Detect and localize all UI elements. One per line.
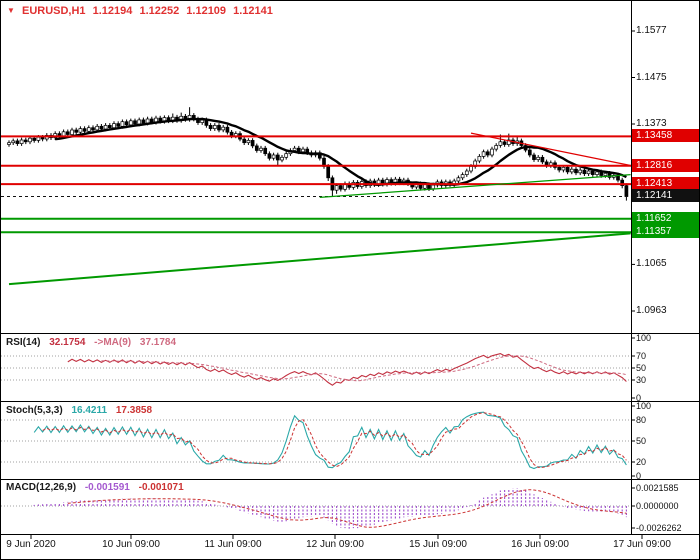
rsi-header: RSI(14) 32.1754 ->MA(9) 37.1784	[6, 337, 182, 348]
axis-tick-label: 0	[636, 393, 642, 403]
macd-value: -0.001591	[84, 482, 130, 493]
price-levels	[1, 135, 631, 234]
stoch-header: Stoch(5,3,3) 16.4211 17.3858	[6, 405, 158, 416]
axis-tick-label: 100	[636, 401, 652, 411]
stoch-k-value: 16.4211	[71, 405, 108, 416]
rsi-ma-title: ->MA(9)	[94, 337, 132, 348]
time-label: 12 Jun 09:00	[306, 539, 364, 550]
axis-tick-label: 0.0000000	[636, 501, 679, 511]
macd-header: MACD(12,26,9) -0.001591 -0.001071	[6, 482, 190, 493]
axis-tick-label: 0	[636, 471, 642, 481]
collapse-icon[interactable]: ▼	[7, 6, 15, 15]
ohlc-open: 1.12194	[92, 5, 133, 17]
axis-tick-label: 50	[636, 363, 647, 373]
macd-signal-value: -0.001071	[138, 482, 184, 493]
axis-tick-label: 1.0963	[636, 305, 667, 316]
price-level-badge: 1.12816	[632, 159, 699, 172]
ohlc-close: 1.12141	[233, 5, 273, 17]
axis-tick-label: 1.1373	[636, 118, 667, 129]
panel-borders	[1, 1, 699, 535]
stoch-d-value: 17.3858	[115, 405, 153, 416]
axis-tick-label: 50	[636, 436, 647, 446]
axis-tick-label: 1.1065	[636, 258, 667, 269]
ma-line	[55, 117, 627, 186]
rsi-value: 32.1754	[49, 337, 86, 348]
rsi-ma-value: 37.1784	[139, 337, 177, 348]
time-label: 15 Jun 09:00	[409, 539, 467, 550]
chart-header: ▼ EURUSD,H1 1.12194 1.12252 1.12109 1.12…	[7, 5, 277, 17]
macd-histogram	[33, 488, 628, 529]
axis-tick-label: 20	[636, 457, 647, 467]
price-level-badge: 1.11357	[632, 225, 699, 238]
axis-tick-label: 1.1475	[636, 72, 667, 83]
time-label: 11 Jun 09:00	[204, 539, 262, 550]
axis-tick-label: 1.1577	[636, 25, 667, 36]
rsi-lines	[67, 353, 627, 386]
symbol-period-label: EURUSD,H1	[21, 5, 86, 17]
axis-tick-label: 30	[636, 375, 647, 385]
price-axis[interactable]: 1.1577 1.1475 1.1373 1.1065 1.0963 1.13458 1.1…	[632, 1, 699, 534]
ohlc-low: 1.12109	[186, 5, 227, 17]
price-level-badge: 1.11652	[632, 212, 699, 225]
trendlines	[8, 132, 631, 286]
time-label: 9 Jun 2020	[6, 539, 56, 550]
axis-tick-label: 80	[636, 415, 647, 425]
price-level-badge: 1.12413	[632, 177, 699, 190]
stoch-lines	[33, 411, 627, 470]
macd-title: MACD(12,26,9)	[6, 482, 77, 493]
time-axis[interactable]: 9 Jun 2020 10 Jun 09:00 11 Jun 09:00 12 Jun…	[1, 535, 699, 559]
axis-tick-label: 0.0021585	[636, 483, 679, 493]
axis-ticks	[30, 30, 643, 539]
time-label: 16 Jun 09:00	[511, 539, 569, 550]
stoch-title: Stoch(5,3,3)	[6, 405, 63, 416]
axis-tick-label: -0.0026262	[636, 523, 682, 533]
time-label: 17 Jun 09:00	[613, 539, 671, 550]
ohlc-high: 1.12252	[139, 5, 180, 17]
price-level-badge: 1.12141	[632, 189, 699, 202]
price-level-badge: 1.13458	[632, 129, 699, 142]
axis-tick-label: 100	[636, 333, 652, 343]
axis-tick-label: 70	[636, 351, 647, 361]
time-label: 10 Jun 09:00	[102, 539, 160, 550]
rsi-title: RSI(14)	[6, 337, 41, 348]
